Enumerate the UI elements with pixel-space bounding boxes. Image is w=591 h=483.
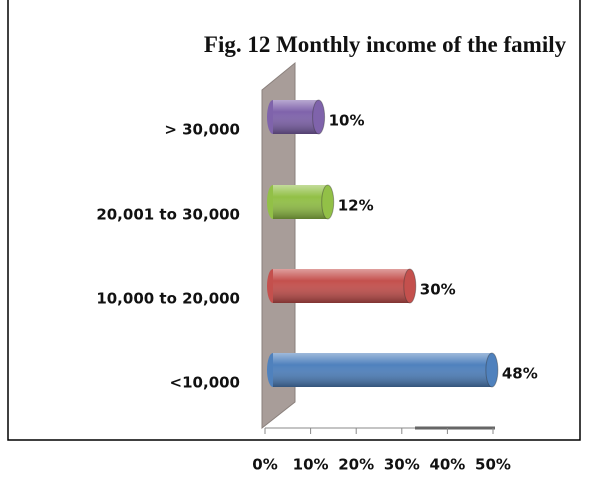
x-tick-label: 50%: [475, 456, 511, 474]
chart-title: Fig. 12 Monthly income of the family: [203, 32, 567, 57]
x-tick-label: 20%: [338, 456, 374, 474]
bar-shade: [273, 269, 410, 303]
y-tick-label: > 30,000: [164, 121, 240, 139]
x-tick-label: 10%: [293, 456, 329, 474]
back-wall: [261, 61, 296, 430]
bar-cap: [312, 99, 326, 135]
bar-shade: [273, 185, 328, 219]
y-tick-label: <10,000: [170, 374, 240, 392]
y-tick-label: 20,001 to 30,000: [96, 206, 240, 224]
frame: [7, 0, 581, 441]
x-tick-label: 30%: [384, 456, 420, 474]
value-label: 10%: [329, 112, 365, 130]
bar-shade: [273, 100, 319, 134]
bar-shade: [273, 353, 492, 387]
value-label: 48%: [502, 365, 538, 383]
bar-cap: [403, 268, 417, 304]
y-tick-label: 10,000 to 20,000: [96, 290, 240, 308]
value-label: 12%: [338, 197, 374, 215]
bar-cap: [485, 352, 499, 388]
x-tick-label: 0%: [252, 456, 277, 474]
value-label: 30%: [420, 281, 456, 299]
bar-cap: [321, 184, 335, 220]
x-tick-label: 40%: [429, 456, 465, 474]
